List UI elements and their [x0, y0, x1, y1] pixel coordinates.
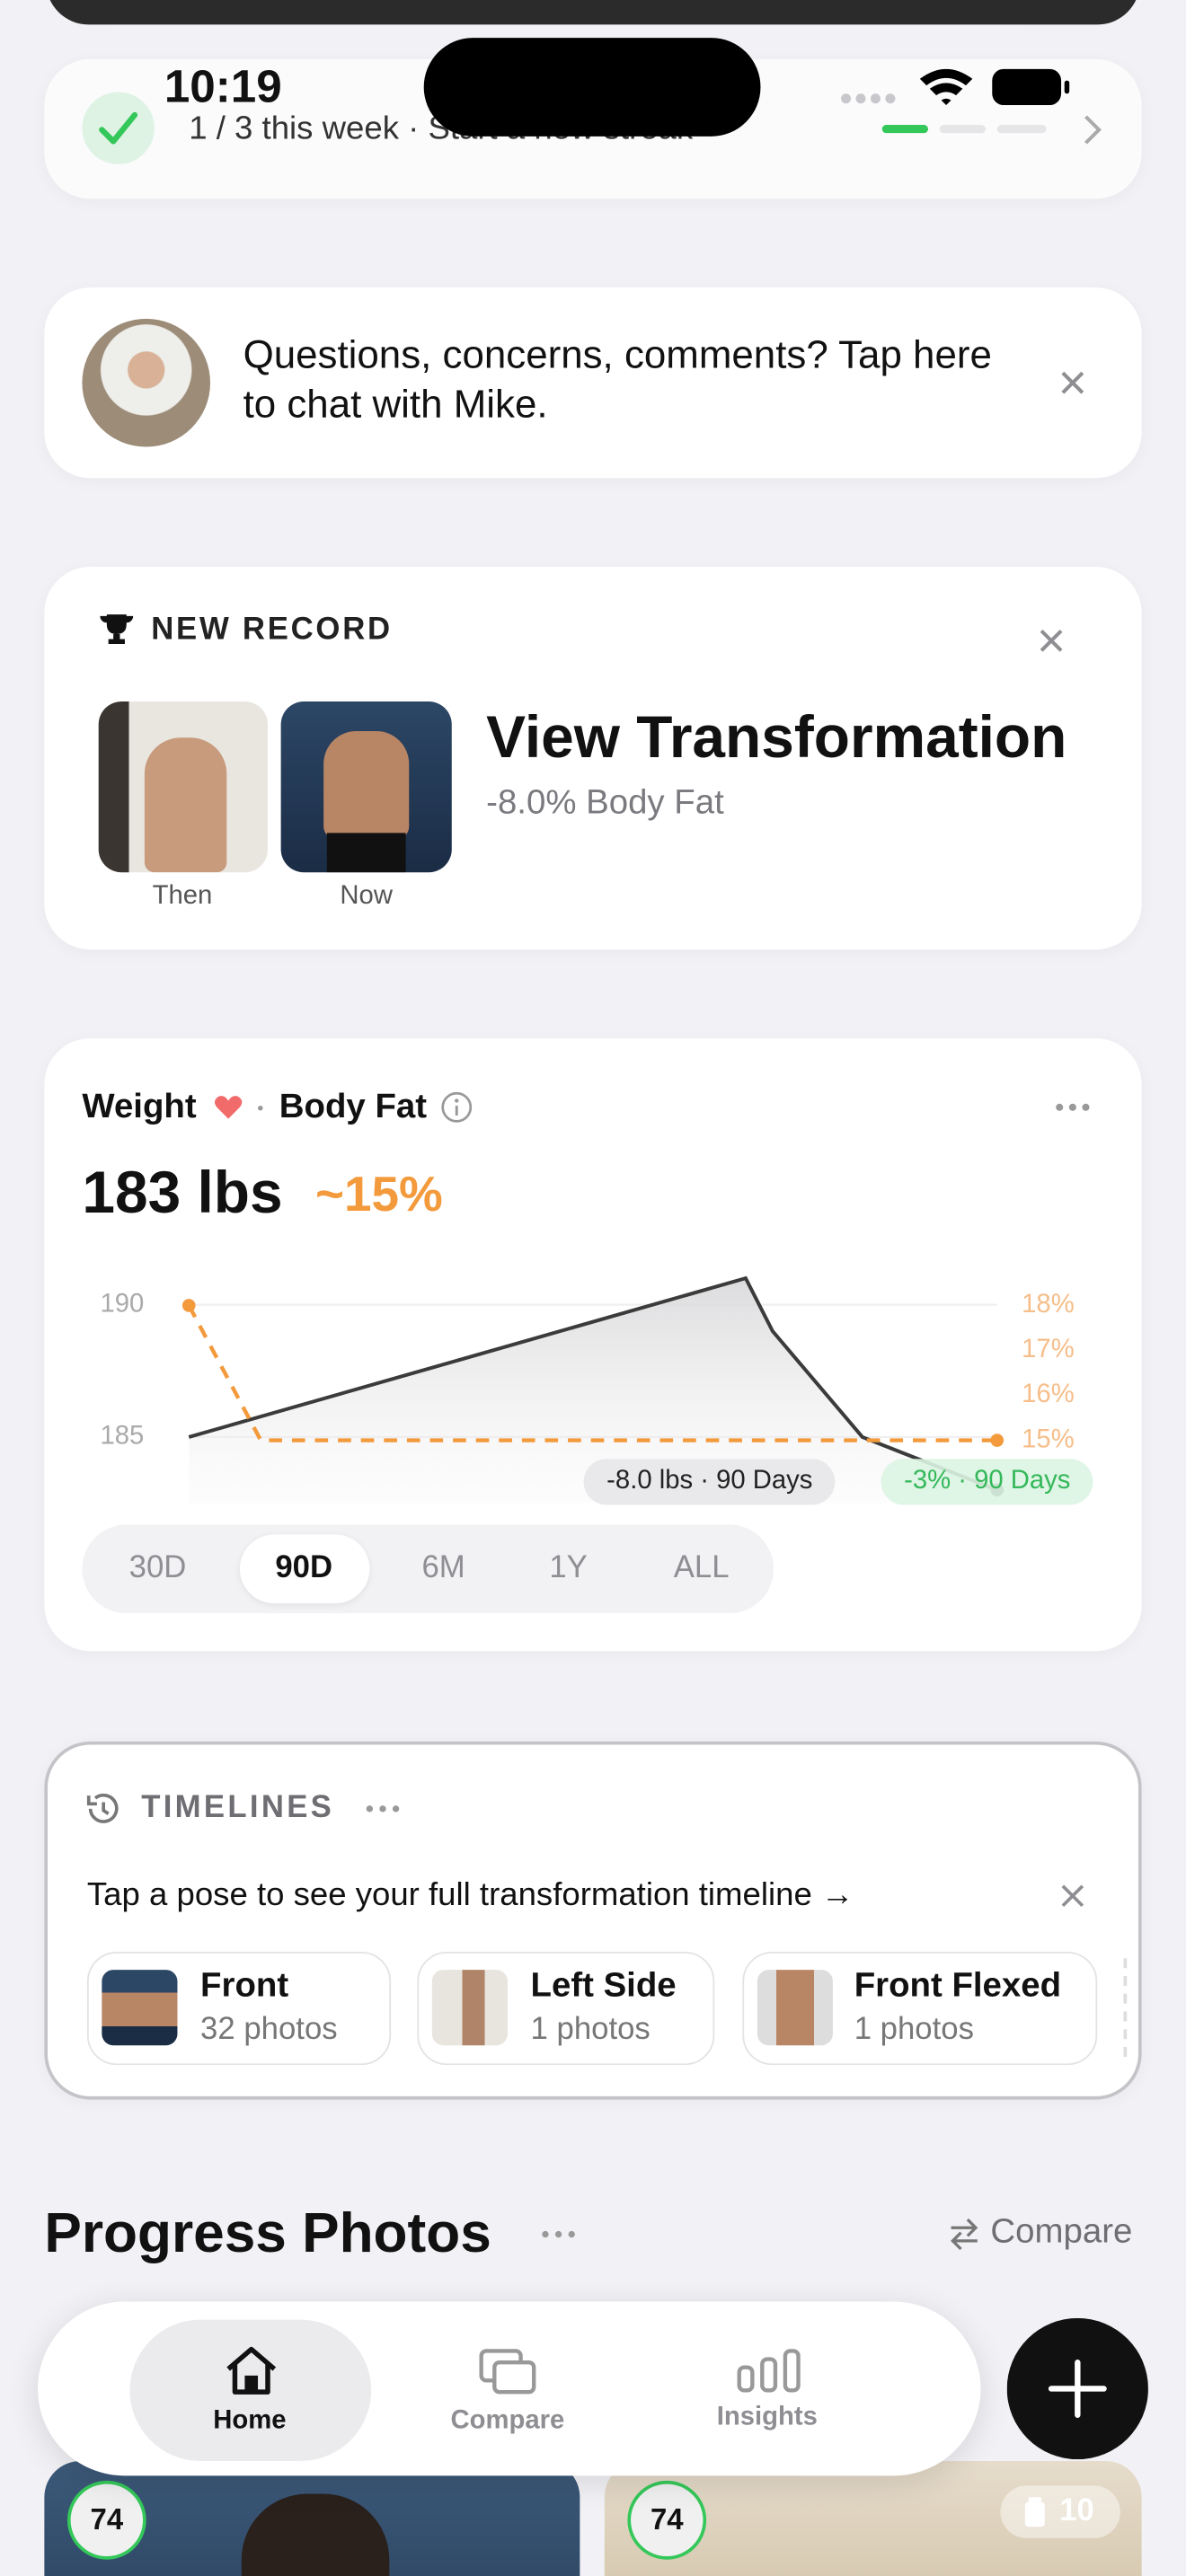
score: 74 — [650, 2502, 684, 2536]
check-icon — [82, 92, 155, 164]
chevron — [1084, 115, 1102, 145]
then-label: Then — [152, 882, 213, 911]
now-photo[interactable] — [280, 701, 452, 873]
compare-tab-icon — [479, 2349, 536, 2395]
tab-label[interactable]: Home — [213, 2406, 287, 2435]
previous-card — [46, 0, 1140, 25]
tab-label[interactable]: Compare — [450, 2406, 565, 2435]
progress-photo[interactable] — [44, 2460, 580, 2576]
more-button[interactable] — [365, 1801, 401, 1817]
trophy-icon — [100, 614, 134, 644]
y-tick-label: 190 — [101, 1289, 145, 1318]
score: 74 — [90, 2502, 124, 2536]
then-photo[interactable] — [98, 701, 269, 873]
range-button[interactable]: 1Y — [549, 1550, 588, 1586]
y2-tick-label: 16% — [1022, 1380, 1075, 1408]
avatar — [82, 318, 211, 447]
range-selected — [239, 1534, 370, 1604]
pose-count: 1 photos — [854, 2012, 974, 2048]
range-button[interactable]: 30D — [128, 1550, 187, 1586]
y2-tick-label: 18% — [1022, 1290, 1075, 1319]
pose-thumb — [757, 1970, 833, 2046]
body-fat-change-pill: -3% · 90 Days — [881, 1459, 1094, 1505]
weight-change-pill: -8.0 lbs · 90 Days — [583, 1459, 836, 1505]
tab-label[interactable]: Insights — [716, 2403, 818, 2432]
add-button[interactable] — [1006, 2317, 1148, 2460]
record-title: View Transformation — [486, 702, 1067, 771]
pose-thumb — [431, 1970, 508, 2046]
streak-progress — [996, 125, 1047, 134]
area — [189, 1278, 997, 1504]
chat-card[interactable] — [44, 287, 1142, 479]
photo-stack-icon — [1024, 2497, 1045, 2527]
series-line — [187, 1304, 997, 1442]
body-fat-legend: Body Fat — [279, 1087, 428, 1125]
range-button[interactable]: 6M — [421, 1550, 465, 1586]
streak-progress — [939, 125, 986, 134]
separator — [258, 1105, 263, 1111]
series-point — [181, 1299, 196, 1312]
record-label: NEW RECORD — [151, 613, 393, 648]
y-tick-label: 185 — [101, 1422, 145, 1451]
compare-icon[interactable] — [946, 2216, 982, 2252]
range-selector — [82, 1524, 774, 1614]
history-icon — [86, 1793, 119, 1823]
record-subtitle: -8.0% Body Fat — [486, 783, 724, 822]
info-icon[interactable] — [440, 1091, 474, 1125]
status-icons — [841, 68, 1070, 106]
pose-name: Front — [200, 1966, 289, 2005]
body-fat-value: ~15% — [315, 1168, 443, 1222]
close-button[interactable] — [1037, 626, 1067, 656]
compare-link[interactable]: Compare — [990, 2212, 1133, 2251]
pose-count: 32 photos — [200, 2012, 338, 2048]
chip-overflow — [1123, 1958, 1144, 2058]
score-badge — [627, 2480, 707, 2560]
timelines-hint: Tap a pose to see your full transformati… — [86, 1876, 854, 1913]
insights-icon — [737, 2349, 801, 2393]
dynamic-island — [423, 38, 761, 137]
timelines-label: TIMELINES — [141, 1790, 335, 1826]
streak-progress — [881, 125, 928, 134]
weight-chart: 190 185 18% 17% 16% 15% — [101, 1275, 1075, 1504]
series-point — [990, 1434, 1005, 1447]
weight-value: 183 lbs — [82, 1158, 283, 1226]
more-button[interactable] — [1055, 1099, 1091, 1116]
range-button[interactable]: ALL — [673, 1550, 730, 1586]
score-badge — [66, 2480, 146, 2560]
range-button[interactable]: 90D — [275, 1550, 333, 1586]
pose-name: Front Flexed — [854, 1966, 1062, 2005]
y2-tick-label: 17% — [1022, 1335, 1075, 1363]
pose-thumb — [102, 1970, 178, 2046]
pose-count: 1 photos — [530, 2012, 651, 2048]
chat-text: Questions, concerns, comments? Tap here … — [243, 333, 992, 428]
pose-name: Left Side — [530, 1966, 677, 2005]
weight-legend: Weight — [82, 1087, 197, 1125]
photo-count-pill — [1000, 2485, 1120, 2538]
status-time: 10:19 — [164, 60, 282, 112]
more-button[interactable] — [540, 2226, 576, 2242]
heart-icon — [214, 1096, 243, 1119]
now-label: Now — [340, 882, 393, 911]
home-icon — [226, 2346, 277, 2395]
y2-tick-label: 15% — [1022, 1425, 1075, 1453]
close-button[interactable] — [1058, 368, 1087, 398]
close-button[interactable] — [1059, 1883, 1085, 1909]
series-line — [188, 1275, 998, 1492]
section-title: Progress Photos — [44, 2201, 491, 2265]
photo-count: 10 — [1059, 2493, 1094, 2528]
